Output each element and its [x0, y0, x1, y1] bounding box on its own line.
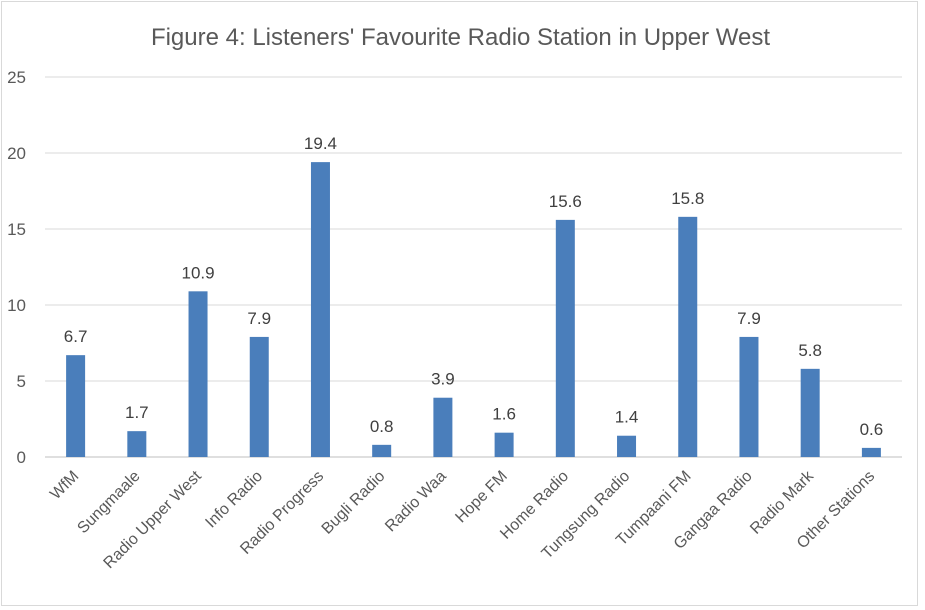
- chart-title: Figure 4: Listeners' Favourite Radio Sta…: [150, 24, 771, 51]
- bar: [678, 216, 698, 457]
- bar: [372, 444, 392, 457]
- bar: [66, 355, 86, 457]
- y-tick-label: 10: [7, 296, 26, 315]
- bar: [800, 368, 820, 457]
- x-tick-label: Hope FM: [452, 468, 511, 527]
- data-label: 5.8: [798, 341, 822, 360]
- bar: [249, 336, 269, 457]
- bar: [494, 432, 514, 457]
- data-label: 0.8: [370, 417, 394, 436]
- y-tick-label: 5: [17, 372, 26, 391]
- bar: [310, 162, 330, 457]
- data-label: 15.6: [549, 192, 582, 211]
- bar: [861, 447, 881, 457]
- x-tick-label: WfM: [47, 468, 82, 503]
- bar: [617, 435, 637, 457]
- y-tick-label: 25: [7, 68, 26, 87]
- bar: [739, 336, 759, 457]
- y-tick-label: 20: [7, 144, 26, 163]
- data-label: 7.9: [737, 309, 761, 328]
- data-label: 3.9: [431, 370, 455, 389]
- x-tick-label: Bugli Radio: [319, 468, 389, 538]
- data-label: 1.7: [125, 403, 149, 422]
- data-label: 1.6: [492, 405, 516, 424]
- y-tick-label: 0: [17, 448, 26, 467]
- x-tick-label: Radio Waa: [382, 468, 450, 536]
- bar: [188, 291, 208, 457]
- y-tick-label: 15: [7, 220, 26, 239]
- data-label: 0.6: [860, 420, 884, 439]
- data-label: 7.9: [247, 309, 271, 328]
- data-label: 1.4: [615, 408, 639, 427]
- data-label: 15.8: [671, 189, 704, 208]
- bar: [433, 397, 453, 457]
- data-label: 19.4: [304, 134, 337, 153]
- bar: [127, 431, 147, 457]
- data-label: 6.7: [64, 327, 88, 346]
- bar: [555, 219, 575, 457]
- data-label: 10.9: [181, 263, 214, 282]
- x-tick-label: Info Radio: [202, 468, 266, 532]
